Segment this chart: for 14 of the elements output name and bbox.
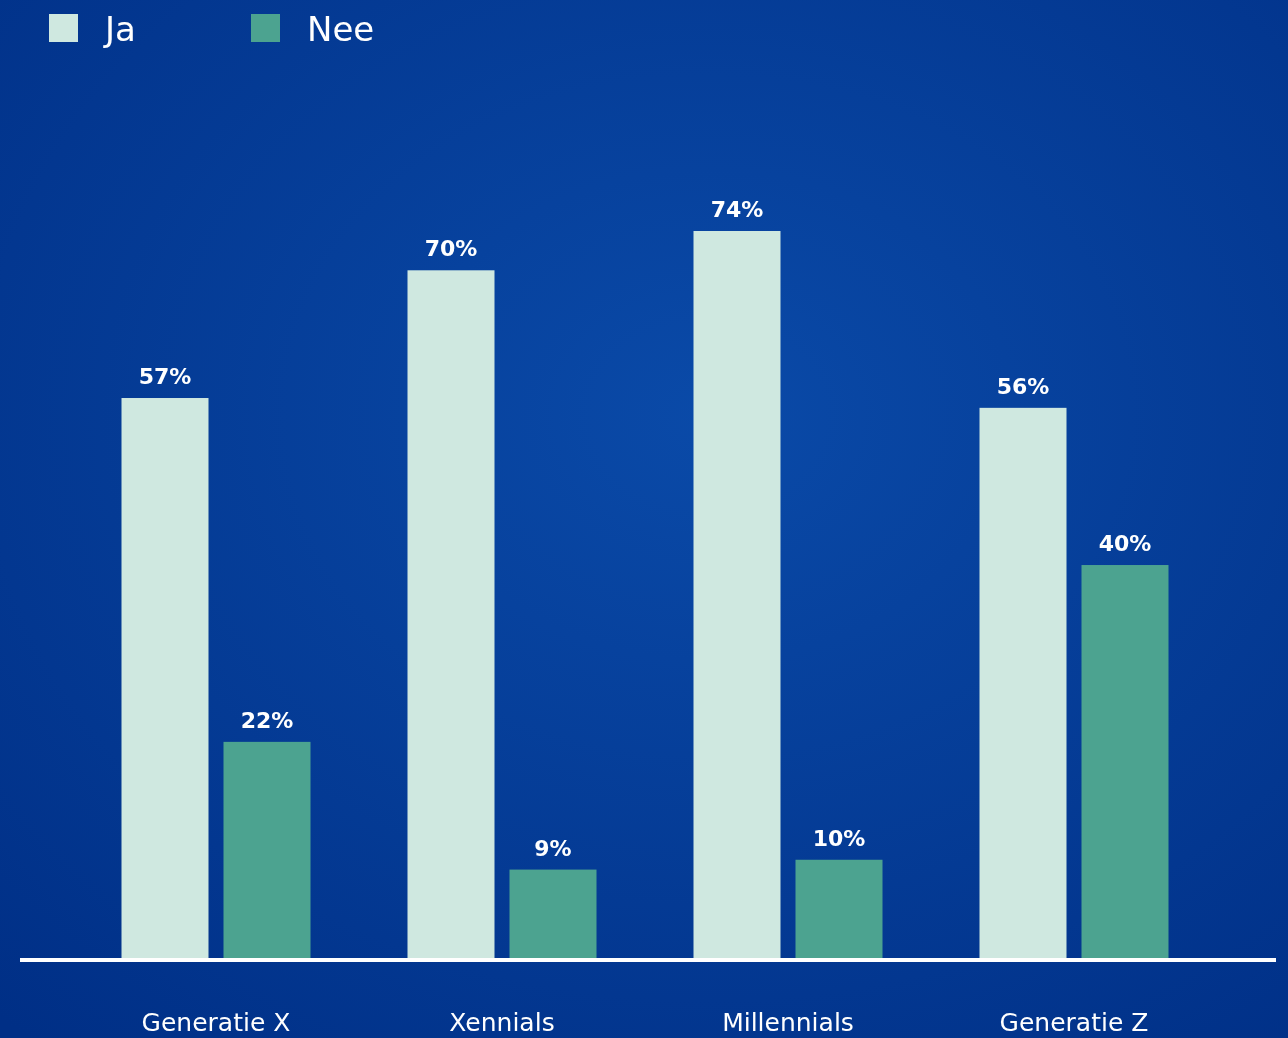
data-label: 70% <box>424 236 478 262</box>
legend-label: Nee <box>307 9 375 49</box>
data-label: 57% <box>138 364 192 390</box>
x-tick-label: Xennials <box>449 1008 555 1037</box>
data-label: 10% <box>812 825 866 851</box>
x-tick-label: Generatie X <box>141 1008 291 1037</box>
data-label: 22% <box>240 707 294 733</box>
legend-label: Ja <box>103 9 136 49</box>
data-label: 74% <box>710 197 764 222</box>
data-label: 56% <box>996 373 1050 399</box>
x-tick-label: Generatie Z <box>999 1008 1149 1037</box>
x-tick-label: Millennials <box>722 1008 854 1037</box>
data-label: 9% <box>534 835 572 861</box>
data-label: 40% <box>1098 531 1152 557</box>
